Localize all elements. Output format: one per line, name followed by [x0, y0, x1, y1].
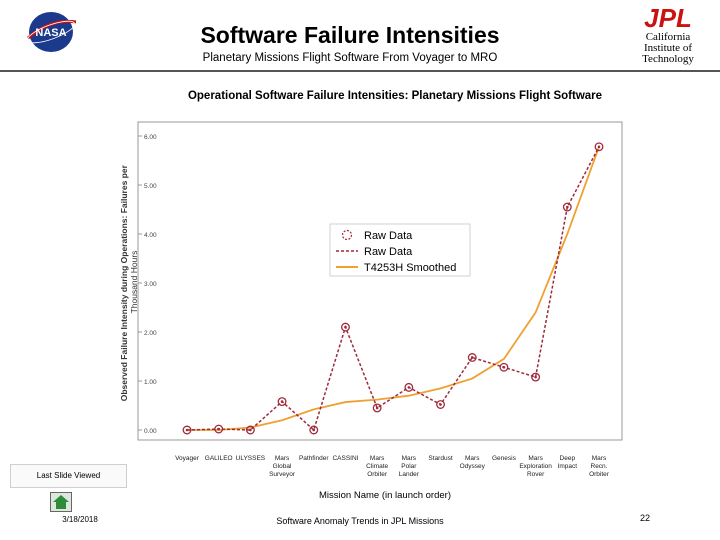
data-point-raw — [245, 425, 255, 435]
jpl-logo-text: JPL — [644, 4, 692, 30]
y-tick-label: 4.00 — [144, 232, 157, 239]
nasa-logo: NASA — [26, 12, 77, 52]
x-tick-label: Genesis — [492, 455, 517, 462]
institution-name: California Institute of Technology — [642, 31, 694, 65]
data-point-raw-center — [312, 428, 316, 432]
data-point-raw-center — [217, 427, 220, 431]
slide-title: Software Failure Intensities — [200, 22, 500, 48]
data-point-raw — [499, 362, 509, 372]
data-point-raw — [467, 353, 477, 362]
y-tick-label: 2.00 — [144, 330, 157, 337]
y-tick-label: 1.00 — [144, 379, 157, 386]
y-tick-label: 0.00 — [144, 428, 157, 435]
data-point-raw — [341, 322, 350, 332]
legend-label-raw-points: Raw Data — [364, 230, 413, 242]
y-tick-label: 6.00 — [144, 134, 157, 141]
data-point-raw — [309, 425, 319, 435]
x-tick-label: Mars Exploration Rover — [519, 455, 552, 478]
x-axis: Voyager GALILEO ULYSSES Mars Global SurveyorP… — [175, 455, 610, 478]
legend-label-raw-line: Raw Data — [364, 246, 413, 258]
x-tick-label: Mars Climate Orbiter — [366, 455, 388, 478]
y-tick-label: 5.00 — [144, 183, 157, 190]
x-tick-label: Voyager — [175, 455, 200, 462]
data-point-raw — [562, 202, 572, 212]
slide-date: 3/18/2018 — [62, 515, 98, 524]
jpl-block: JPL California Institute of Technology — [628, 4, 708, 65]
data-point-raw-center — [344, 325, 347, 329]
x-tick-label: CASSINI — [332, 455, 358, 462]
data-point-raw-center — [280, 400, 284, 403]
data-point-raw-center — [439, 403, 442, 406]
page-number: 22 — [639, 513, 650, 523]
data-point-raw — [531, 372, 541, 382]
data-point-raw — [182, 425, 192, 435]
x-tick-label: Stardust — [428, 455, 452, 462]
y-tick-label: 3.00 — [144, 281, 157, 288]
data-point-raw — [214, 424, 224, 434]
data-point-raw — [372, 403, 382, 413]
last-slide-viewed-button[interactable]: Last Slide Viewed — [10, 464, 127, 488]
y-axis: 0.00 1.00 2.00 3.00 4.00 5.00 6.00 — [138, 134, 157, 435]
data-point-raw-center — [185, 428, 189, 432]
data-point-raw-center — [470, 356, 474, 359]
jpl-logo: JPL — [644, 4, 692, 30]
y-axis-label-line1: Observed Failure Intensity during Operat… — [119, 164, 129, 401]
footer-text: Software Anomaly Trends in JPL Missions — [276, 516, 444, 526]
slide-subtitle: Planetary Missions Flight Software From … — [202, 52, 498, 64]
header-divider — [0, 70, 720, 72]
x-tick-label: GALILEO — [205, 455, 233, 462]
legend-label-smoothed: T4253H Smoothed — [364, 262, 456, 274]
x-tick-label: Mars Recn. Orbiter — [589, 455, 610, 478]
x-tick-label: Mars Global Surveyor — [269, 455, 296, 478]
data-point-raw-center — [534, 375, 537, 379]
data-point-raw-center — [597, 145, 601, 149]
data-point-raw-center — [566, 205, 569, 209]
data-point-raw — [404, 382, 414, 392]
x-tick-label: ULYSSES — [236, 455, 266, 462]
x-axis-label: Mission Name (in launch order) — [319, 490, 451, 501]
y-axis-label-line2: Thousand Hours — [129, 251, 139, 314]
series-line-raw — [186, 146, 600, 432]
data-point-raw-center — [375, 406, 379, 410]
plot-area — [137, 121, 623, 441]
nasa-logo-text: NASA — [35, 27, 66, 39]
y-axis-label: Observed Failure Intensity during Operat… — [119, 163, 139, 402]
data-point-raw-center — [502, 365, 506, 369]
data-point-raw — [436, 400, 445, 409]
series-layer — [182, 142, 604, 435]
home-icon[interactable] — [50, 492, 72, 512]
data-point-raw — [277, 397, 287, 407]
data-point-raw — [594, 142, 604, 152]
legend-marker-points — [341, 229, 353, 241]
chart-title: Operational Software Failure Intensities… — [187, 90, 603, 102]
data-point-raw-center — [407, 386, 411, 389]
data-point-raw-center — [249, 428, 252, 432]
x-tick-label: Pathfinder — [299, 455, 329, 462]
x-tick-label: Mars Polar Lander — [399, 455, 420, 478]
legend: Raw Data Raw Data T4253H Smoothed — [329, 223, 471, 277]
x-tick-label: Deep Impact — [558, 455, 578, 470]
x-tick-label: Mars Odyssey — [460, 455, 486, 470]
